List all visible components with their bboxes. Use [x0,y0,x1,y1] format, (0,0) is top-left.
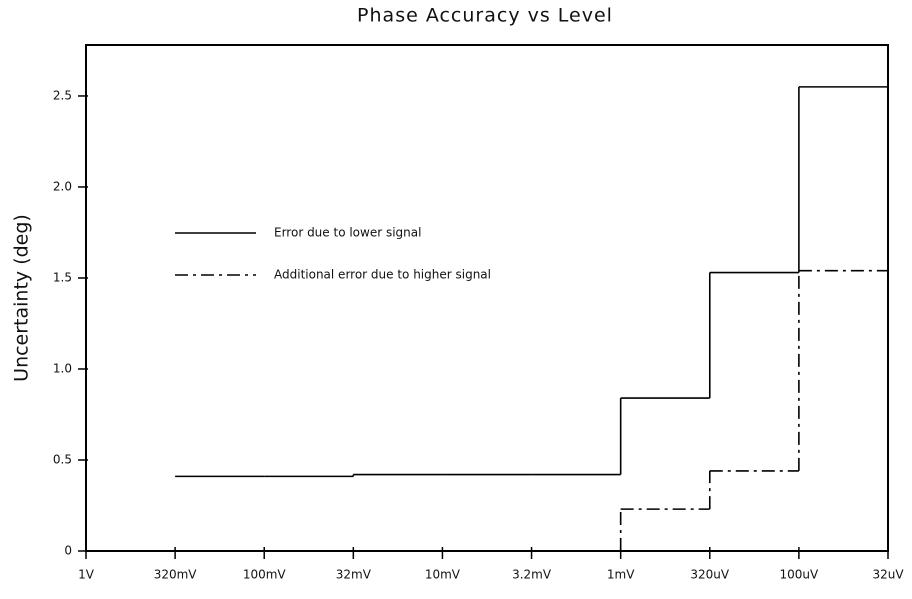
y-tick-label: 2.0 [53,179,72,193]
x-tick-label: 100uV [780,568,820,582]
y-tick-label: 1.5 [53,270,72,284]
x-tick-label: 320mV [154,568,198,582]
x-tick-label: 3.2mV [512,568,552,582]
x-tick-label: 32mV [336,568,372,582]
legend-label: Additional error due to higher signal [274,268,491,282]
x-tick-label: 100mV [243,568,287,582]
x-tick-label: 32uV [872,568,904,582]
x-tick-label: 320uV [690,568,730,582]
y-tick-label: 1.0 [53,361,72,375]
y-tick-label: 0.5 [53,452,72,466]
y-axis-label: Uncertainty (deg) [11,214,33,382]
x-tick-label: 1V [78,568,95,582]
y-tick-label: 0 [64,544,72,558]
legend-label: Error due to lower signal [274,226,421,240]
chart-title: Phase Accuracy vs Level [357,5,613,27]
y-tick-label: 2.5 [53,88,72,102]
x-tick-label: 10mV [425,568,461,582]
x-tick-label: 1mV [607,568,635,582]
